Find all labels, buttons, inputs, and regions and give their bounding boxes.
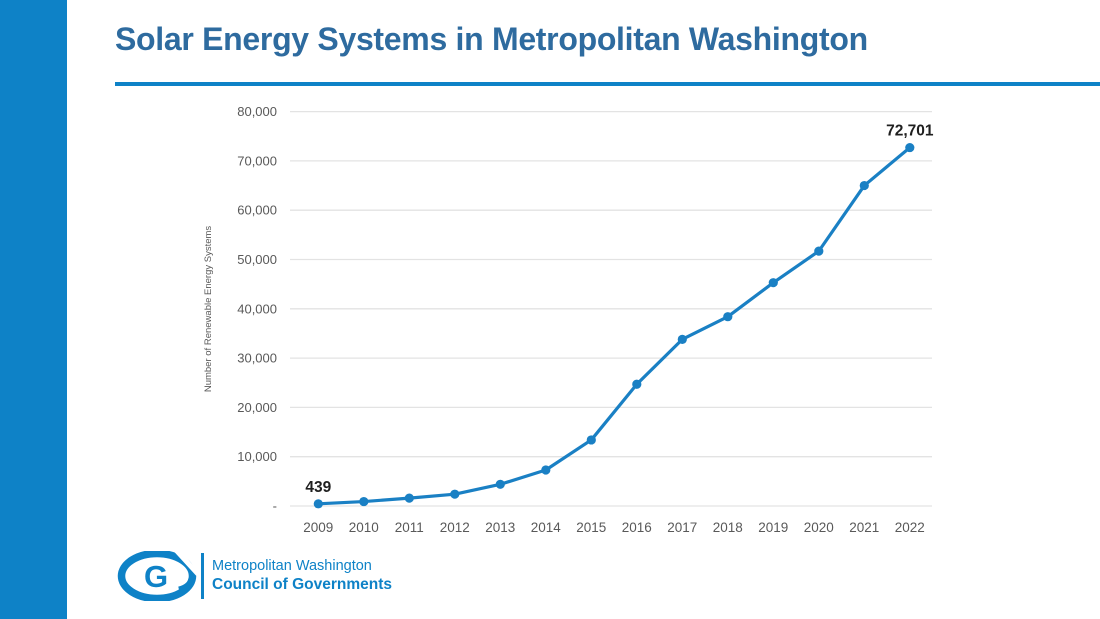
logo-text: Metropolitan Washington Council of Gover… xyxy=(212,557,392,595)
mwcog-logo-mark: G xyxy=(117,551,197,601)
data-label: 439 xyxy=(305,479,331,496)
y-tick-label: 70,000 xyxy=(237,153,277,168)
data-point-2012 xyxy=(450,489,460,499)
slide-accent-bar xyxy=(0,0,67,619)
x-tick-label: 2022 xyxy=(895,520,925,535)
x-tick-label: 2019 xyxy=(758,520,788,535)
data-point-2016 xyxy=(632,379,642,389)
page-title: Solar Energy Systems in Metropolitan Was… xyxy=(115,21,868,57)
y-axis-title: Number of Renewable Energy Systems xyxy=(203,226,214,393)
x-tick-label: 2021 xyxy=(849,520,879,535)
x-tick-label: 2018 xyxy=(713,520,743,535)
x-tick-label: 2016 xyxy=(622,520,652,535)
data-point-2017 xyxy=(677,334,687,344)
data-point-2009 xyxy=(313,499,323,509)
data-point-2018 xyxy=(723,312,733,322)
data-point-2013 xyxy=(495,479,505,489)
series-line xyxy=(316,145,912,506)
x-tick-label: 2020 xyxy=(804,520,834,535)
x-tick-label: 2017 xyxy=(667,520,697,535)
y-tick-label: 40,000 xyxy=(237,301,277,316)
y-tick-label: 10,000 xyxy=(237,449,277,464)
logo-org-line1: Metropolitan Washington xyxy=(212,558,372,575)
data-point-2014 xyxy=(541,465,551,475)
x-tick-label: 2009 xyxy=(303,520,333,535)
x-tick-label: 2014 xyxy=(531,520,562,535)
logo-org-line2: Council of Governments xyxy=(212,576,392,594)
x-tick-label: 2013 xyxy=(485,520,515,535)
data-point-2019 xyxy=(768,278,778,288)
y-tick-label: 20,000 xyxy=(237,400,277,415)
y-tick-label: 50,000 xyxy=(237,252,277,267)
y-tick-label: 60,000 xyxy=(237,203,277,218)
title-divider xyxy=(115,82,1100,86)
x-tick-label: 2010 xyxy=(349,520,379,535)
data-point-2015 xyxy=(586,435,596,445)
data-point-2010 xyxy=(359,496,369,507)
x-tick-label: 2012 xyxy=(440,520,470,535)
data-point-2020 xyxy=(814,246,824,256)
y-tick-label: - xyxy=(273,499,277,514)
data-point-2021 xyxy=(859,180,869,191)
y-tick-label: 80,000 xyxy=(237,104,277,119)
x-tick-label: 2011 xyxy=(395,520,424,535)
y-tick-label: 30,000 xyxy=(237,351,277,366)
logo-separator xyxy=(201,553,204,599)
line-chart: - 10,000 20,000 30,000 40,000 50,000 60,000 70,… xyxy=(180,95,960,550)
logo-monogram: G xyxy=(144,559,168,594)
data-label: 72,701 xyxy=(886,123,934,140)
data-point-2022 xyxy=(905,142,915,153)
data-point-2011 xyxy=(404,493,414,503)
x-tick-label: 2015 xyxy=(576,520,606,535)
chart-canvas: - 10,000 20,000 30,000 40,000 50,000 60,000 70,… xyxy=(203,104,934,535)
mwcog-logo: G Metropolitan Washington Council of Gov… xyxy=(117,551,392,601)
